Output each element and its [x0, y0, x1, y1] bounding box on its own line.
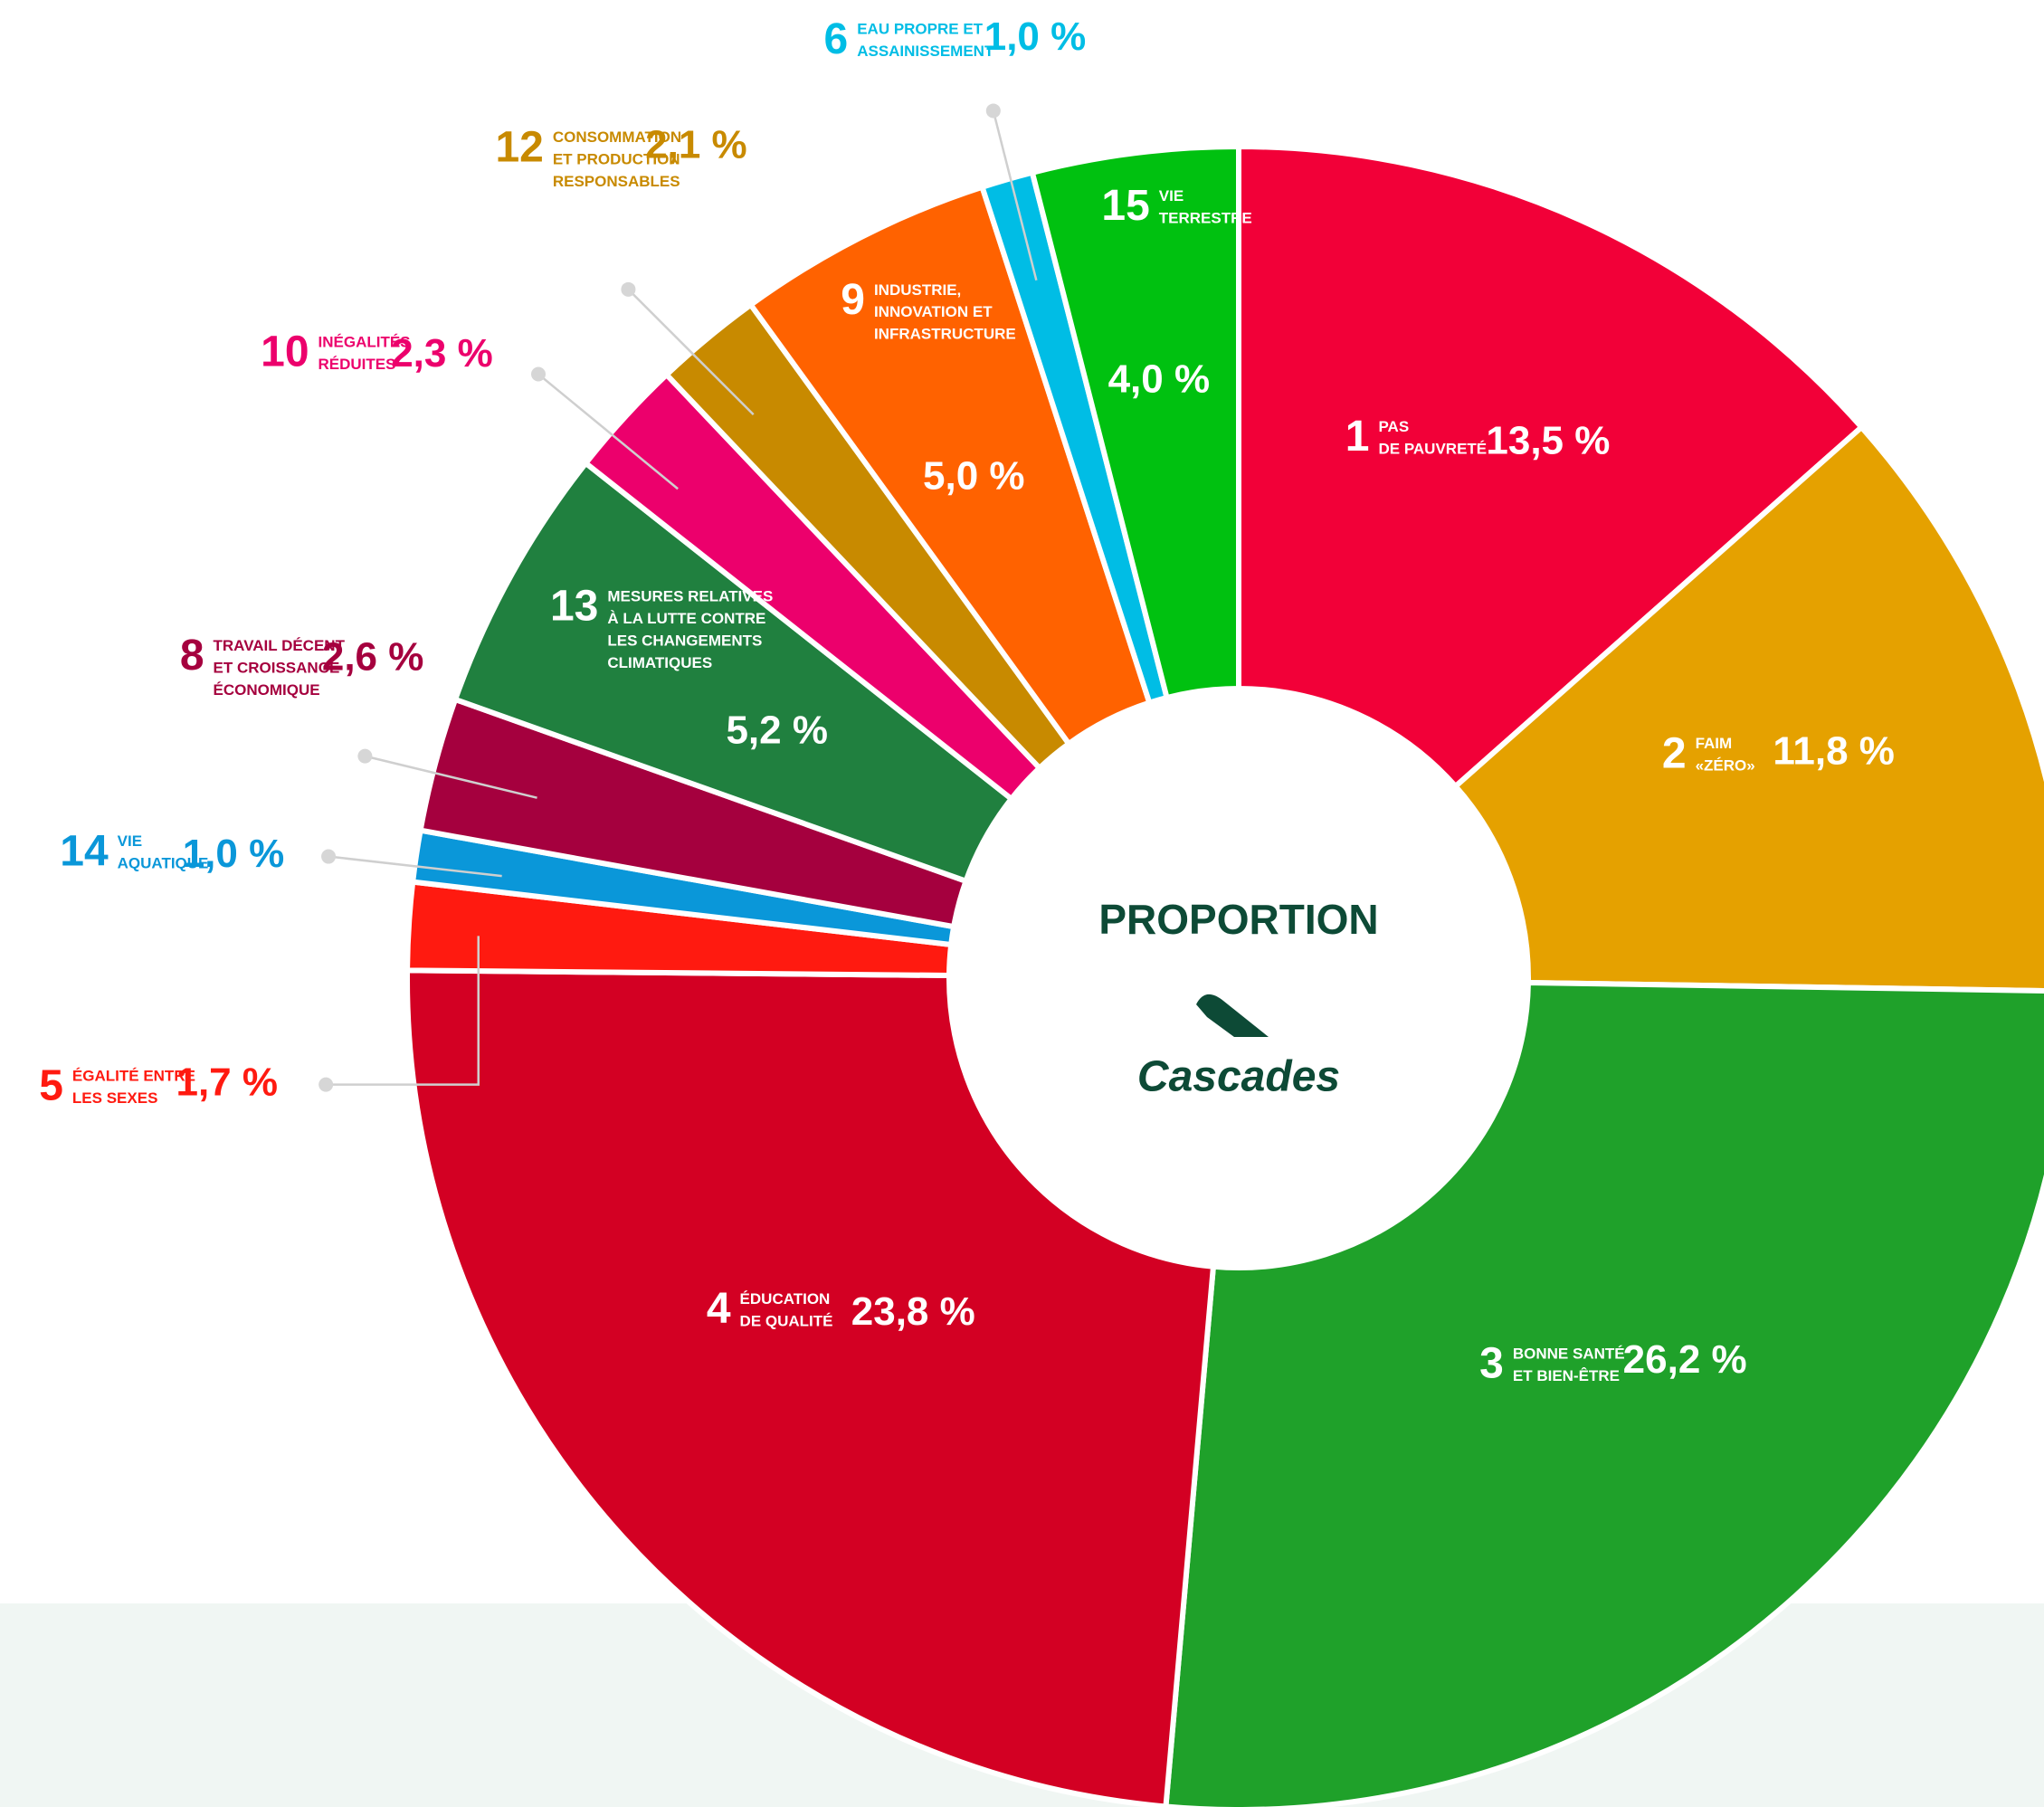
- goal-name: MESURES RELATIVES: [607, 587, 773, 604]
- goal-name: VIE: [118, 832, 142, 850]
- goal-name: TRAVAIL DÉCENT: [214, 637, 346, 654]
- goal-number: 3: [1479, 1340, 1504, 1388]
- segment: [1163, 979, 2044, 1807]
- goal-name: À LA LUTTE CONTRE: [607, 610, 765, 627]
- goal-number: 15: [1101, 182, 1149, 230]
- goal-name: RÉDUITES: [318, 356, 396, 373]
- goal-number: 12: [495, 123, 543, 171]
- leader-line: [537, 373, 679, 490]
- goal-number: 4: [707, 1285, 731, 1333]
- goal-name: PAS: [1378, 418, 1409, 435]
- value-label: 1,0 %: [183, 832, 285, 876]
- value-label: 2,3 %: [391, 331, 493, 376]
- goal-name: INÉGALITÉS: [318, 333, 411, 350]
- leader-line: [365, 755, 537, 799]
- goal-name: BONNE SANTÉ: [1513, 1345, 1625, 1362]
- goal-name: FAIM: [1696, 735, 1733, 752]
- leader-line: [326, 936, 480, 1086]
- goal-name: LES SEXES: [72, 1089, 157, 1107]
- logo-mark: [1196, 994, 1269, 1037]
- value-label: 11,8 %: [1773, 728, 1895, 773]
- goal-number: 9: [841, 276, 865, 324]
- value-label: 5,0 %: [923, 453, 1025, 498]
- goal-name: ÉCONOMIQUE: [214, 681, 320, 699]
- goal-name: DE QUALITÉ: [740, 1312, 833, 1329]
- labels: 1 PAS DE PAUVRETÉ 13,5 % 2 FAIM «ZÉRO» 11,8 % 3 B…: [39, 14, 1895, 1388]
- goal-name: INFRASTRUCTURE: [874, 326, 1016, 343]
- goal-name: EAU PROPRE ET: [857, 21, 983, 38]
- goal-name: AQUATIQUE: [118, 855, 209, 872]
- value-label: 2,6 %: [322, 635, 424, 680]
- leader-dot: [531, 366, 547, 382]
- goal-number: 2: [1662, 729, 1687, 777]
- leader-line: [328, 855, 502, 878]
- goal-name: ÉDUCATION: [740, 1290, 831, 1308]
- goal-number: 1: [1345, 413, 1370, 461]
- goal-name: ET BIEN-ÊTRE: [1513, 1367, 1620, 1384]
- leader-line: [627, 288, 755, 416]
- goal-number: 13: [550, 582, 598, 630]
- goal-number: 14: [60, 827, 109, 875]
- goal-name: «ZÉRO»: [1696, 757, 1755, 775]
- ring: [404, 143, 2044, 1807]
- leader-dot: [357, 748, 373, 764]
- goal-name: ET CROISSANCE: [214, 660, 340, 677]
- leader-dot: [621, 281, 636, 297]
- goal-name: TERRESTRE: [1159, 210, 1252, 227]
- goal-number: 10: [261, 328, 309, 376]
- logo-text: Cascades: [1137, 1053, 1340, 1101]
- value-label: 26,2 %: [1623, 1337, 1747, 1382]
- value-label: 1,7 %: [176, 1060, 278, 1104]
- value-label: 1,0 %: [984, 14, 1087, 59]
- goal-name: DE PAUVRETÉ: [1378, 441, 1487, 458]
- value-label: 23,8 %: [851, 1289, 975, 1334]
- value-label: 5,2 %: [726, 708, 828, 752]
- value-label: 4,0 %: [1108, 357, 1211, 402]
- goal-name: VIE: [1159, 187, 1184, 204]
- goal-name: CONSOMMATION: [553, 128, 681, 146]
- goal-name: RESPONSABLES: [553, 173, 680, 190]
- donut-hole: [949, 689, 1528, 1268]
- goal-name: CLIMATIQUES: [607, 654, 712, 671]
- leader-line: [992, 110, 1038, 281]
- goal-number: 6: [824, 15, 849, 63]
- goal-number: 8: [180, 632, 204, 680]
- goal-name: ET PRODUCTION: [553, 151, 680, 168]
- goal-number: 5: [39, 1062, 63, 1110]
- leader-dot: [985, 103, 1001, 119]
- leader-dot: [318, 1077, 334, 1092]
- goal-name: INNOVATION ET: [874, 303, 993, 320]
- goal-name: INDUSTRIE,: [874, 281, 961, 299]
- center-title: PROPORTION: [1098, 896, 1378, 943]
- goal-name: ÉGALITÉ ENTRE: [72, 1067, 195, 1084]
- goal-name: LES CHANGEMENTS: [607, 632, 762, 649]
- leader-dot: [321, 849, 337, 864]
- value-label: 2,1 %: [645, 122, 747, 166]
- value-label: 13,5 %: [1486, 418, 1610, 462]
- goal-name: ASSAINISSEMENT: [857, 43, 994, 60]
